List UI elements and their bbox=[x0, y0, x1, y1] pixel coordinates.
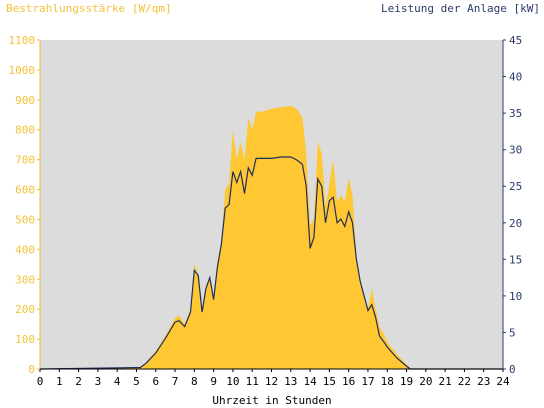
left-tick-label: 1000 bbox=[9, 64, 36, 77]
x-tick-label: 23 bbox=[477, 375, 490, 388]
x-tick-label: 13 bbox=[284, 375, 297, 388]
left-tick-label: 200 bbox=[15, 303, 35, 316]
x-tick-label: 5 bbox=[133, 375, 140, 388]
right-tick-label: 20 bbox=[509, 217, 522, 230]
x-tick-label: 24 bbox=[496, 375, 510, 388]
left-tick-label: 0 bbox=[28, 363, 35, 376]
left-tick-label: 700 bbox=[15, 154, 35, 167]
x-tick-label: 4 bbox=[114, 375, 121, 388]
x-tick-label: 8 bbox=[191, 375, 198, 388]
left-tick-label: 300 bbox=[15, 273, 35, 286]
x-tick-label: 11 bbox=[246, 375, 259, 388]
x-tick-label: 21 bbox=[439, 375, 452, 388]
power-line bbox=[39, 156, 503, 370]
left-tick-label: 900 bbox=[15, 94, 35, 107]
right-tick-label: 25 bbox=[509, 180, 522, 193]
left-tick-label: 800 bbox=[15, 124, 35, 137]
left-tick-label: 600 bbox=[15, 184, 35, 197]
x-tick-label: 14 bbox=[303, 375, 317, 388]
right-tick-label: 5 bbox=[509, 326, 516, 339]
x-tick-label: 10 bbox=[226, 375, 239, 388]
left-axis-title: Bestrahlungsstärke [W/qm] bbox=[6, 2, 172, 15]
right-tick-label: 35 bbox=[509, 107, 522, 120]
x-tick-label: 22 bbox=[458, 375, 471, 388]
x-tick-label: 12 bbox=[265, 375, 278, 388]
right-tick-label: 10 bbox=[509, 290, 522, 303]
x-tick-label: 2 bbox=[75, 375, 82, 388]
right-tick-label: 0 bbox=[509, 363, 516, 376]
x-tick-label: 7 bbox=[172, 375, 179, 388]
x-tick-label: 1 bbox=[56, 375, 63, 388]
x-tick-label: 16 bbox=[342, 375, 355, 388]
x-tick-label: 6 bbox=[152, 375, 159, 388]
x-tick-label: 0 bbox=[37, 375, 44, 388]
x-axis-label: Uhrzeit in Stunden bbox=[212, 394, 332, 407]
left-tick-label: 500 bbox=[15, 213, 35, 226]
x-tick-label: 20 bbox=[419, 375, 432, 388]
right-tick-label: 40 bbox=[509, 71, 522, 84]
right-tick-label: 45 bbox=[509, 34, 522, 47]
left-tick-label: 100 bbox=[15, 333, 35, 346]
x-tick-label: 17 bbox=[361, 375, 374, 388]
right-axis-title: Leistung der Anlage [kW] bbox=[381, 2, 540, 15]
right-tick-label: 30 bbox=[509, 144, 522, 157]
x-tick-label: 19 bbox=[400, 375, 413, 388]
left-tick-label: 1100 bbox=[9, 34, 36, 47]
irradiance-area bbox=[40, 105, 503, 370]
right-tick-label: 15 bbox=[509, 253, 522, 266]
x-tick-label: 3 bbox=[95, 375, 102, 388]
x-tick-label: 9 bbox=[210, 375, 217, 388]
x-tick-label: 18 bbox=[381, 375, 394, 388]
left-tick-label: 400 bbox=[15, 243, 35, 256]
x-tick-label: 15 bbox=[323, 375, 336, 388]
